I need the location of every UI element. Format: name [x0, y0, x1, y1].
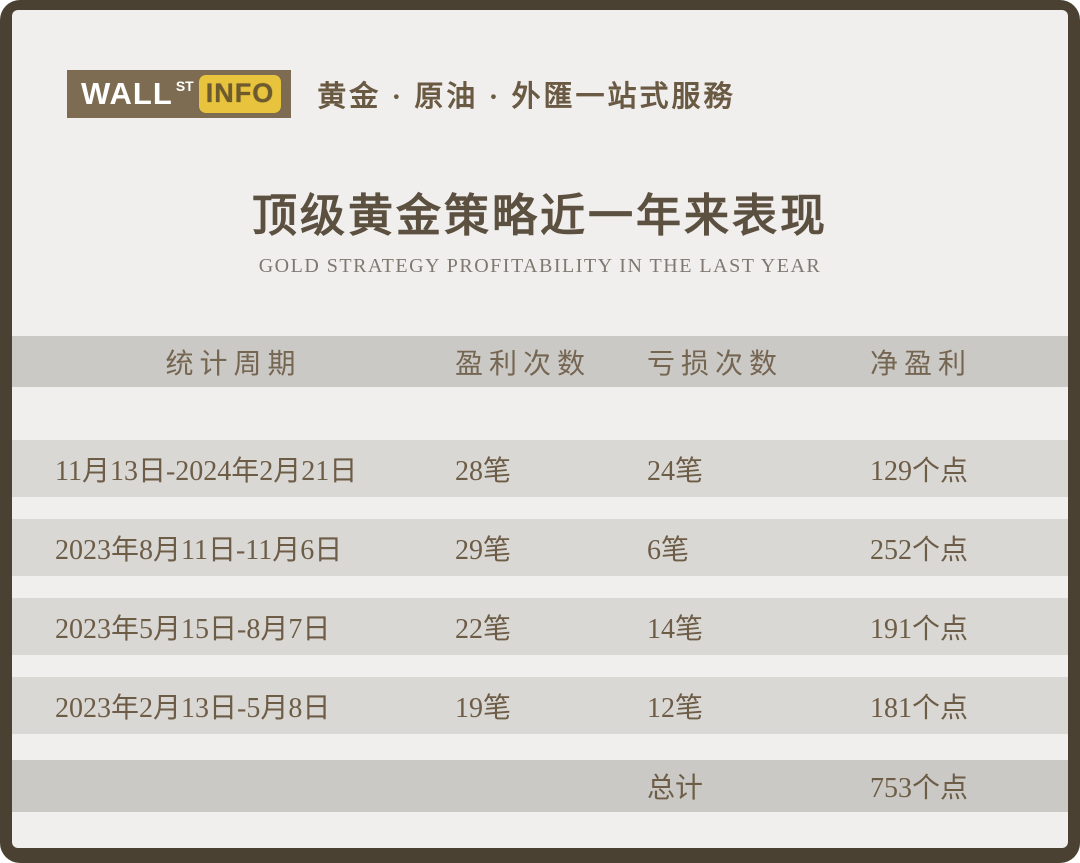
logo-wall-text: WALL — [81, 76, 173, 111]
period-cell: 2023年5月15日-8月7日 — [55, 613, 331, 645]
page-subtitle: GOLD STRATEGY PROFITABILITY IN THE LAST … — [258, 255, 822, 277]
column-header-period: 统计周期 — [165, 348, 302, 380]
table-row: 11月13日-2024年2月21日 28笔 24笔 129个点 — [12, 440, 1068, 497]
table-header-row: 统计周期 盈利次数 亏损次数 净盈利 — [12, 336, 1068, 387]
column-header-net: 净盈利 — [870, 348, 973, 380]
page-title: 顶级黄金策略近一年来表现 — [251, 191, 828, 241]
brand-header: WALL ST INFO 黄金 · 原油 · 外匯一站式服務 — [67, 70, 1068, 118]
total-value: 753个点 — [870, 773, 969, 804]
total-label: 总计 — [647, 773, 704, 804]
net-cell: 181个点 — [870, 692, 969, 724]
period-cell: 11月13日-2024年2月21日 — [55, 455, 358, 487]
title-block: 顶级黄金策略近一年来表现 GOLD STRATEGY PROFITABILITY… — [12, 190, 1068, 276]
table-total-row: 总计 753个点 — [12, 760, 1068, 812]
performance-table: 统计周期 盈利次数 亏损次数 净盈利 11月13日-2024年2月21日 28笔… — [12, 336, 1068, 812]
net-cell: 129个点 — [870, 455, 969, 487]
losses-cell: 12笔 — [647, 692, 704, 724]
table-row: 2023年2月13日-5月8日 19笔 12笔 181个点 — [12, 677, 1068, 734]
logo-info-badge: INFO — [198, 75, 282, 113]
brand-tagline: 黄金 · 原油 · 外匯一站式服務 — [317, 81, 736, 113]
table-row: 2023年8月11日-11月6日 29笔 6笔 252个点 — [12, 519, 1068, 576]
column-header-losses: 亏损次数 — [647, 348, 784, 380]
wins-cell: 19笔 — [455, 692, 512, 724]
content-card: WALL ST INFO 黄金 · 原油 · 外匯一站式服務 顶级黄金策略近一年… — [12, 10, 1068, 848]
column-header-wins: 盈利次数 — [455, 348, 592, 380]
period-cell: 2023年8月11日-11月6日 — [55, 534, 343, 566]
wallst-info-logo: WALL ST INFO — [67, 70, 292, 118]
wins-cell: 28笔 — [455, 455, 512, 487]
losses-cell: 24笔 — [647, 455, 704, 487]
wins-cell: 22笔 — [455, 613, 512, 645]
wins-cell: 29笔 — [455, 534, 512, 566]
logo-st-text: ST — [175, 78, 194, 94]
net-cell: 252个点 — [870, 534, 969, 566]
net-cell: 191个点 — [870, 613, 969, 645]
losses-cell: 14笔 — [647, 613, 704, 645]
table-row: 2023年5月15日-8月7日 22笔 14笔 191个点 — [12, 598, 1068, 655]
losses-cell: 6笔 — [647, 534, 690, 566]
period-cell: 2023年2月13日-5月8日 — [55, 692, 331, 724]
